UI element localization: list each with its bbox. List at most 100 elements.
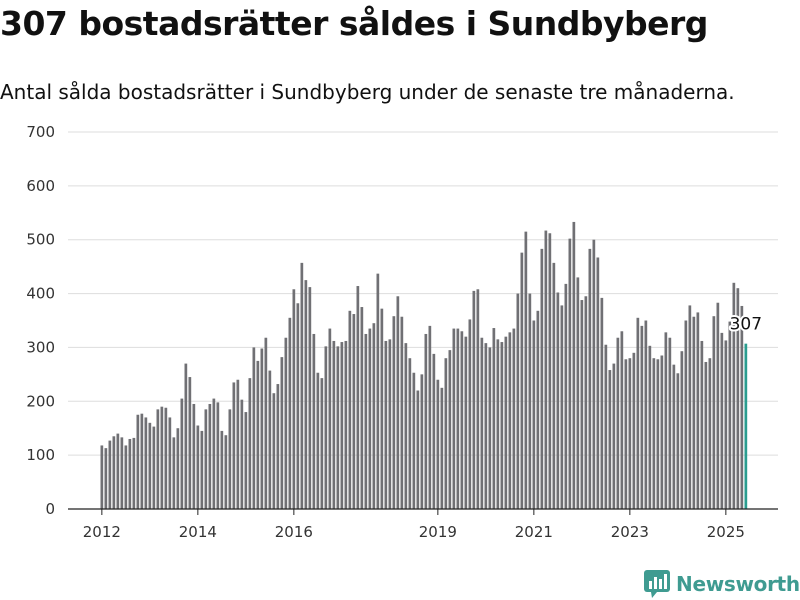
bar [348, 310, 352, 509]
bar [536, 310, 540, 509]
bar [592, 239, 596, 509]
bar [168, 417, 172, 509]
bar [552, 262, 556, 509]
bar [428, 325, 432, 509]
bar [556, 292, 560, 509]
bar [576, 277, 580, 509]
bar [492, 328, 496, 509]
y-tick-label: 400 [26, 285, 55, 303]
bar [128, 438, 132, 509]
bar [452, 328, 456, 509]
bar [504, 336, 508, 509]
bar [476, 289, 480, 509]
newsworthy-logo: Newsworthy [644, 569, 800, 599]
y-tick-label: 0 [45, 500, 55, 518]
bar [608, 370, 612, 509]
data-label: 307 [730, 315, 762, 335]
bar [340, 342, 344, 509]
bar [240, 399, 244, 509]
bar [292, 289, 296, 509]
bar [664, 332, 668, 509]
bar [152, 426, 156, 509]
bar [136, 414, 140, 509]
y-tick-label: 100 [26, 446, 55, 464]
bar [496, 339, 500, 509]
bar [652, 358, 656, 509]
bar [716, 302, 720, 509]
brand-name: Newsworthy [676, 572, 800, 596]
bar [680, 351, 684, 509]
bar [368, 328, 372, 509]
bar [104, 448, 108, 509]
bar [180, 398, 184, 509]
bar [728, 321, 732, 509]
bar [132, 437, 136, 509]
bar [400, 316, 404, 509]
bar [488, 347, 492, 509]
bar [732, 282, 736, 509]
bar [724, 340, 728, 509]
x-tick-label: 2021 [515, 523, 553, 541]
bar [404, 343, 408, 509]
bar [352, 314, 356, 509]
bar [192, 403, 196, 509]
bar [560, 305, 564, 509]
bar [256, 360, 260, 509]
x-tick-label: 2014 [179, 523, 217, 541]
bar [300, 262, 304, 509]
bar [568, 238, 572, 509]
bar [540, 248, 544, 509]
bar [280, 357, 284, 509]
bar [512, 328, 516, 509]
bar [356, 286, 360, 509]
bar [124, 445, 128, 509]
bar [600, 297, 604, 509]
bar [120, 437, 124, 509]
bar [432, 353, 436, 509]
bar [544, 230, 548, 509]
bar [500, 342, 504, 509]
bar [328, 328, 332, 509]
bar [424, 333, 428, 509]
y-tick-label: 200 [26, 392, 55, 410]
bar-chart-logo-icon [644, 570, 670, 598]
bar [684, 320, 688, 509]
bar [108, 440, 112, 509]
bar [468, 319, 472, 509]
bar [308, 287, 312, 509]
bar [672, 364, 676, 509]
bar [484, 343, 488, 509]
bar [236, 379, 240, 509]
bar [508, 332, 512, 509]
bar [172, 437, 176, 509]
bar [516, 293, 520, 509]
bar [480, 337, 484, 509]
bar [632, 352, 636, 509]
bar [620, 331, 624, 509]
data-labels: 307 [728, 313, 764, 337]
bar [464, 336, 468, 509]
x-tick-label: 2023 [611, 523, 649, 541]
x-tick-label: 2025 [707, 523, 745, 541]
bar [416, 390, 420, 509]
bar [288, 317, 292, 509]
bar [100, 445, 104, 509]
bar [640, 325, 644, 509]
bar [176, 428, 180, 509]
bar [408, 358, 412, 509]
bar [668, 337, 672, 509]
bar [392, 316, 396, 509]
y-axis-ticks: 0 100 200 300 400 500 600 700 [26, 123, 55, 518]
bar [436, 379, 440, 509]
bar [460, 331, 464, 509]
bar [548, 233, 552, 509]
x-axis-ticks: 2012 2014 2016 2019 2021 2023 2025 [83, 509, 745, 541]
bar [604, 344, 608, 509]
bar [372, 323, 376, 509]
bar [204, 409, 208, 509]
bar [296, 303, 300, 509]
bar [644, 320, 648, 509]
bar [448, 350, 452, 509]
bar [692, 316, 696, 509]
bar [224, 435, 228, 509]
